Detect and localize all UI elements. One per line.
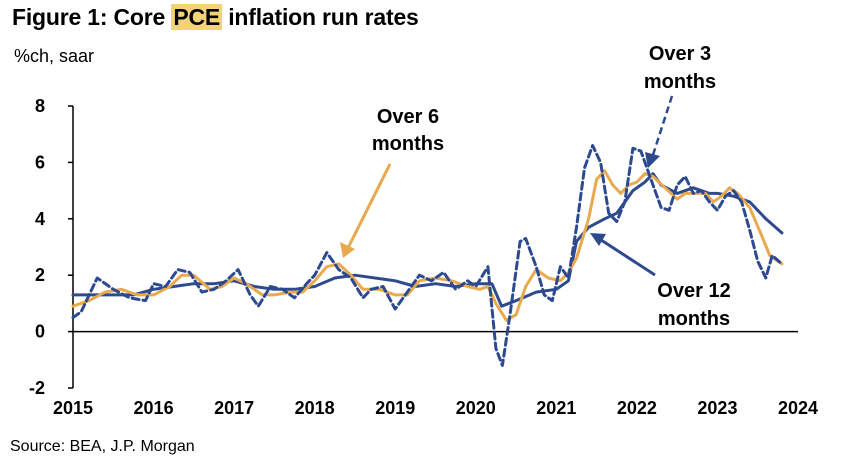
x-tick-label: 2020: [456, 398, 496, 418]
series-label-over-3-line1: Over 3: [649, 43, 711, 65]
source-note: Source: BEA, J.P. Morgan: [10, 438, 195, 455]
y-tick-label: 8: [35, 96, 45, 116]
y-axis-units: %ch, saar: [14, 46, 95, 66]
series-label-over-6-line1: Over 6: [377, 106, 439, 128]
chart-title: Figure 1: Core PCE inflation run rates: [12, 4, 419, 31]
y-tick-label: 6: [35, 152, 45, 172]
title-suffix: inflation run rates: [222, 4, 419, 30]
x-tick-label: 2016: [134, 398, 174, 418]
series-label-over-3-line2: months: [644, 71, 716, 93]
y-tick-label: 2: [35, 265, 45, 285]
arrow-over-12: [590, 233, 656, 277]
x-tick-label: 2018: [295, 398, 335, 418]
series-label-over-12-line2: months: [658, 308, 730, 330]
series-label-over-12-line1: Over 12: [657, 280, 730, 302]
series-lines: [71, 144, 784, 367]
title-prefix: Figure 1: Core: [12, 4, 172, 30]
y-tick-label: -2: [29, 378, 45, 398]
series-line-over-12-months: [71, 172, 784, 308]
x-tick-label: 2019: [375, 398, 415, 418]
x-tick-label: 2024: [778, 398, 818, 418]
arrow-over-3: [645, 95, 674, 168]
axes: [72, 106, 798, 388]
y-tick-label: 0: [35, 322, 45, 342]
x-tick-label: 2022: [617, 398, 657, 418]
annotations: Over 6 months Over 3 months Over 12 mont…: [340, 43, 731, 330]
series-line-over-3-months: [71, 144, 784, 367]
x-tick-label: 2017: [214, 398, 254, 418]
x-tick-label: 2023: [697, 398, 737, 418]
tick-labels: 8 6 4 2 0 -2 2015 2016 2017 2018 2019 2020 2021 2022 2…: [29, 96, 818, 418]
y-tick-label: 4: [35, 209, 45, 229]
x-tick-label: 2015: [53, 398, 93, 418]
series-label-over-6-line2: months: [372, 133, 444, 155]
x-tick-label: 2021: [536, 398, 576, 418]
title-highlight: PCE: [171, 4, 223, 30]
arrow-over-6: [340, 163, 392, 258]
